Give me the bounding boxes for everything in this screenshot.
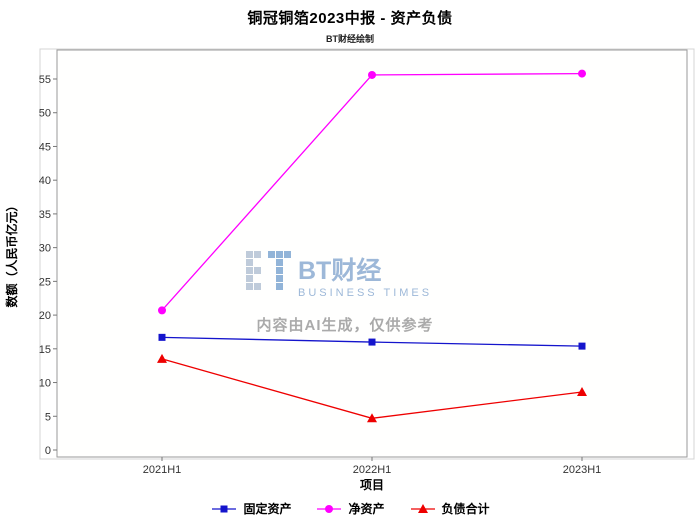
watermark: BT财经 BUSINESS TIMES 内容由AI生成，仅供参考 <box>246 251 433 334</box>
series-固定资产 <box>158 333 586 350</box>
watermark-notice: 内容由AI生成，仅供参考 <box>256 316 433 334</box>
legend-item-负债合计: 负债合计 <box>409 500 490 517</box>
plot-border <box>56 49 688 458</box>
svg-text:2023H1: 2023H1 <box>563 464 602 476</box>
y-axis-title: 数额（人民币亿元） <box>4 199 19 307</box>
legend-label: 净资产 <box>348 502 385 516</box>
watermark-brand: BT财经 <box>298 256 381 285</box>
svg-text:30: 30 <box>39 243 51 255</box>
chart-title: 铜冠铜箔2023中报 - 资产负债 <box>247 10 453 27</box>
watermark-brand-sub: BUSINESS TIMES <box>298 287 432 299</box>
svg-text:40: 40 <box>39 175 51 187</box>
x-axis-title: 项目 <box>360 478 384 492</box>
svg-text:55: 55 <box>39 74 51 86</box>
chart-legend: 固定资产 净资产 负债合计 <box>0 500 700 517</box>
series-净资产 <box>158 69 586 315</box>
svg-text:35: 35 <box>39 209 51 221</box>
svg-text:20: 20 <box>39 310 51 322</box>
svg-text:25: 25 <box>39 276 51 288</box>
y-axis: 0 5 10 15 20 25 30 35 40 45 50 55 <box>39 74 57 457</box>
legend-marker-square-icon <box>212 505 237 512</box>
svg-text:2021H1: 2021H1 <box>143 464 182 476</box>
svg-text:10: 10 <box>39 378 51 390</box>
svg-text:45: 45 <box>39 141 51 153</box>
x-axis: 2021H1 2022H1 2023H1 <box>143 457 602 476</box>
svg-text:50: 50 <box>39 108 51 120</box>
svg-text:0: 0 <box>45 445 51 457</box>
legend-label: 固定资产 <box>243 502 292 516</box>
chart-subtitle: BT财经绘制 <box>326 34 374 44</box>
legend-label: 负债合计 <box>441 502 490 516</box>
legend-marker-circle-icon <box>317 504 342 513</box>
legend-marker-triangle-icon <box>410 503 435 513</box>
legend-item-固定资产: 固定资产 <box>210 500 291 517</box>
outer-frame <box>39 48 695 460</box>
svg-text:15: 15 <box>39 344 51 356</box>
svg-text:2022H1: 2022H1 <box>353 464 392 476</box>
series-负债合计 <box>157 353 587 423</box>
legend-item-净资产: 净资产 <box>315 500 385 517</box>
svg-text:5: 5 <box>45 411 51 423</box>
